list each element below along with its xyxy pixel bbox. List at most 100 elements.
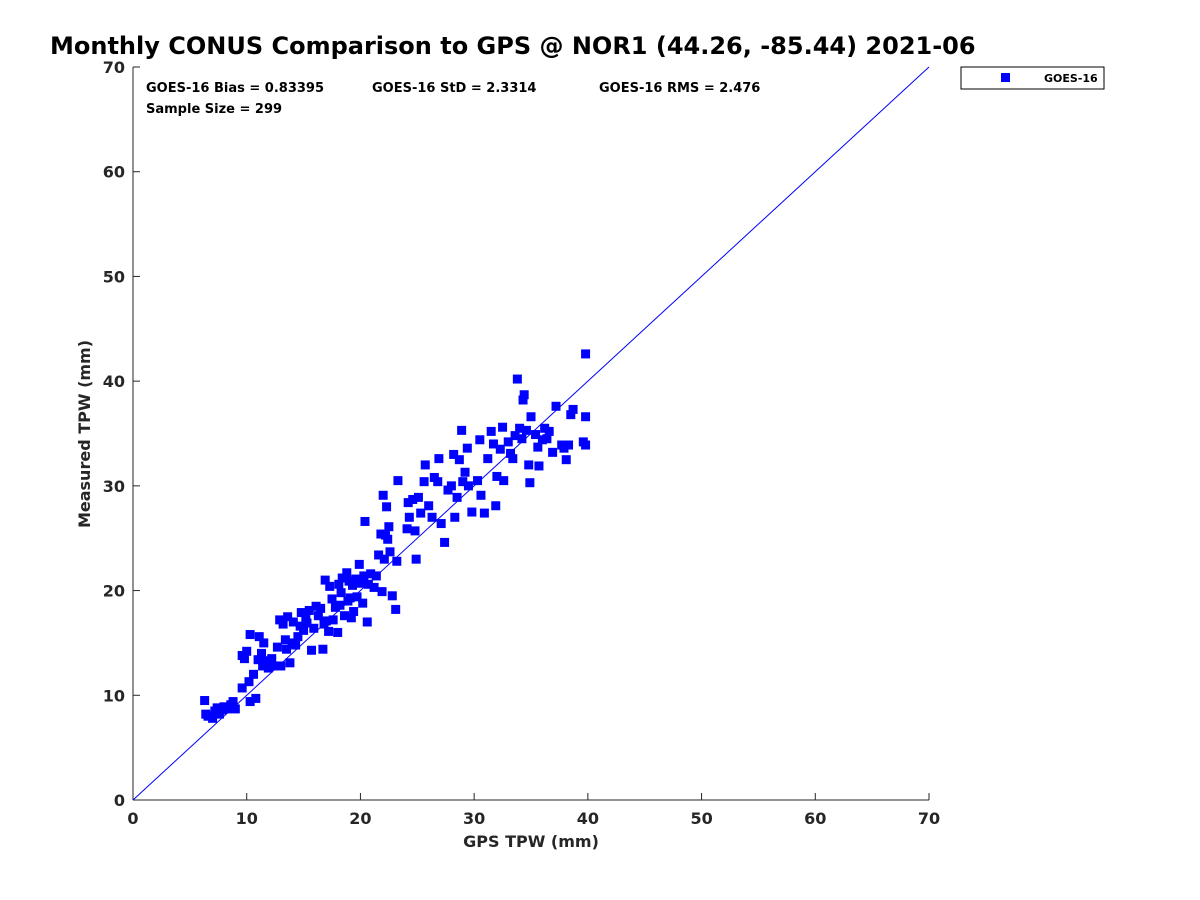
data-point: [404, 512, 414, 522]
data-point: [330, 602, 340, 612]
data-point: [568, 404, 578, 414]
data-point: [463, 481, 473, 491]
data-point: [245, 630, 255, 640]
data-point: [333, 627, 343, 637]
data-point: [237, 683, 247, 693]
data-point: [267, 654, 277, 664]
data-point: [531, 430, 541, 440]
data-point: [488, 439, 498, 449]
data-point: [564, 440, 574, 450]
data-point: [403, 498, 413, 508]
data-point: [510, 431, 520, 441]
data-point: [533, 442, 543, 452]
data-point: [374, 550, 384, 560]
rms-stat: GOES-16 RMS = 2.476: [599, 81, 760, 96]
data-point: [280, 635, 290, 645]
y-tick-label: 10: [103, 686, 125, 705]
bias-stat: GOES-16 Bias = 0.83395: [146, 81, 324, 96]
one-to-one-reference-line: [132, 66, 930, 801]
data-point: [259, 638, 269, 648]
data-point: [384, 522, 394, 532]
data-point: [309, 623, 319, 633]
data-point: [462, 443, 472, 453]
data-point: [318, 644, 328, 654]
data-point: [495, 444, 505, 454]
sample-size-stat: Sample Size = 299: [146, 102, 282, 117]
data-point: [408, 494, 418, 504]
data-point: [503, 437, 513, 447]
data-point: [581, 349, 591, 359]
data-point: [460, 467, 470, 477]
data-point: [376, 529, 386, 539]
data-point: [491, 501, 501, 511]
data-point: [282, 644, 292, 654]
data-point: [420, 460, 430, 470]
data-point: [411, 554, 421, 564]
data-point: [302, 618, 312, 628]
data-point: [230, 704, 240, 714]
data-point: [473, 476, 483, 486]
data-point: [263, 663, 273, 673]
data-point: [410, 526, 420, 536]
data-point: [475, 435, 485, 445]
data-point: [419, 477, 429, 487]
data-point: [483, 454, 493, 464]
data-point: [337, 573, 347, 583]
data-point: [486, 426, 496, 436]
x-tick-label: 10: [236, 809, 258, 828]
data-point: [498, 422, 508, 432]
data-point: [366, 569, 376, 579]
data-point: [340, 611, 350, 621]
y-tick-label: 70: [103, 58, 125, 77]
data-point: [342, 568, 352, 578]
std-stat: GOES-16 StD = 2.3314: [372, 81, 536, 96]
data-point: [392, 556, 402, 566]
data-point: [457, 425, 467, 435]
data-point: [436, 519, 446, 529]
data-point: [413, 492, 423, 502]
data-point: [208, 713, 218, 723]
data-point: [537, 435, 547, 445]
data-point: [251, 693, 261, 703]
data-point: [452, 492, 462, 502]
data-point: [285, 658, 295, 668]
data-point: [325, 581, 335, 591]
legend-box: [960, 66, 1105, 90]
data-point: [272, 642, 282, 652]
chart-title: Monthly CONUS Comparison to GPS @ NOR1 (…: [50, 32, 976, 60]
data-point: [508, 454, 518, 464]
data-point: [358, 598, 368, 608]
data-point: [371, 571, 381, 581]
data-point: [521, 425, 531, 435]
x-tick-label: 20: [349, 809, 371, 828]
data-point: [402, 524, 412, 534]
legend-label: GOES-16: [1044, 72, 1098, 85]
data-point: [416, 508, 426, 518]
x-tick-label: 50: [690, 809, 712, 828]
data-point: [467, 507, 477, 517]
data-point: [518, 395, 528, 405]
data-point: [288, 617, 298, 627]
data-point: [360, 516, 370, 526]
data-point: [581, 412, 591, 422]
data-point: [427, 512, 437, 522]
data-point: [212, 703, 222, 713]
data-point: [377, 587, 387, 597]
x-tick-label: 60: [804, 809, 826, 828]
data-point: [351, 574, 361, 584]
data-point: [519, 390, 529, 400]
data-point: [349, 607, 359, 617]
data-point: [291, 640, 301, 650]
data-point: [200, 696, 210, 706]
data-point: [293, 632, 303, 642]
data-point: [254, 632, 264, 642]
x-tick-label: 40: [577, 809, 599, 828]
data-point: [346, 613, 356, 623]
data-point: [534, 461, 544, 471]
data-point: [517, 434, 527, 444]
data-point: [276, 661, 286, 671]
data-point: [261, 656, 271, 666]
data-point: [299, 625, 309, 635]
data-point: [379, 554, 389, 564]
data-point: [542, 434, 552, 444]
